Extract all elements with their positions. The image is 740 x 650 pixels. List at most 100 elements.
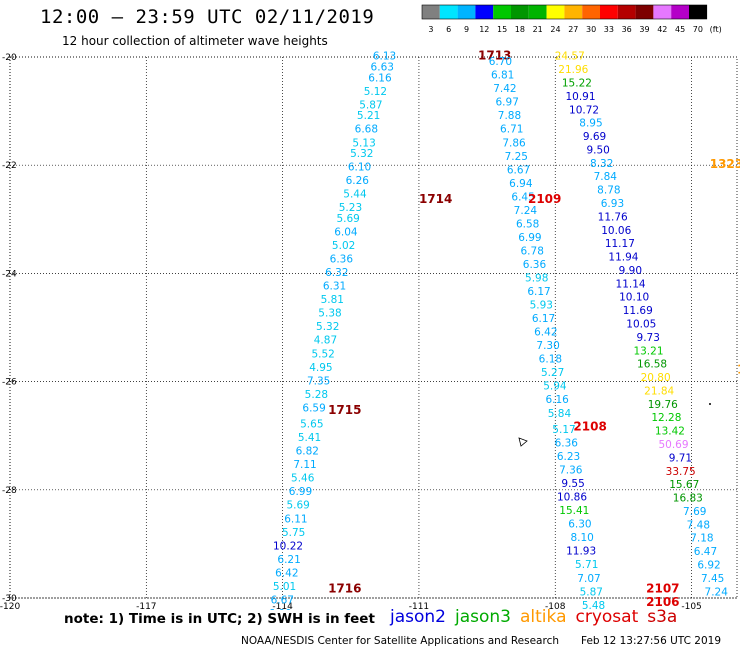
- swh-value: 5.65: [300, 419, 323, 431]
- scale-swatch: [457, 5, 476, 19]
- swh-value: 10.72: [569, 104, 599, 116]
- swh-value: 6.00: [268, 608, 291, 610]
- x-tick-label: -117: [136, 602, 156, 610]
- swh-value: 7.18: [690, 533, 713, 545]
- swh-value: 4.95: [309, 362, 332, 374]
- swh-value: 7.11: [293, 459, 316, 471]
- swh-value: 6.97: [496, 97, 519, 109]
- swh-value: 6.13: [373, 51, 396, 63]
- swh-value: 5.02: [332, 240, 355, 252]
- swh-value: 11.17: [605, 238, 635, 250]
- swh-value: 15.67: [669, 479, 699, 491]
- swh-value: 21.96: [558, 64, 588, 76]
- swh-value: 10.06: [601, 225, 631, 237]
- scale-swatch: [617, 5, 636, 19]
- swh-value: 5.12: [364, 86, 387, 98]
- scale-swatch: [564, 5, 583, 19]
- scale-label: 45: [675, 25, 685, 34]
- swh-value: 10.22: [273, 540, 303, 552]
- swh-value: 12.28: [651, 412, 681, 424]
- scale-swatch: [600, 5, 618, 19]
- scale-swatch: [511, 5, 529, 19]
- swh-value: 21.84: [644, 385, 674, 397]
- swh-value: 9.71: [669, 452, 692, 464]
- swh-value: 19.76: [648, 399, 678, 411]
- track-time-label: 1715: [328, 403, 361, 417]
- swh-value: 6.58: [516, 218, 539, 230]
- swh-value: 5.94: [543, 381, 567, 393]
- swh-value: 11.69: [623, 305, 653, 317]
- scale-label: 30: [586, 25, 596, 34]
- swh-value: 6.36: [523, 259, 547, 271]
- swh-value: 11.14: [616, 278, 646, 290]
- swh-value: 5.81: [321, 294, 344, 306]
- swh-value: 6.92: [697, 560, 720, 572]
- swh-value: 5.13: [352, 137, 375, 149]
- swh-value: 20.80: [641, 372, 671, 384]
- swh-value: 7.69: [683, 506, 706, 518]
- swh-value: 6.16: [545, 394, 569, 406]
- swh-value: 6.11: [284, 513, 307, 525]
- track-time-label: 2107: [646, 582, 679, 596]
- swh-value: 13.42: [655, 426, 685, 438]
- x-tick-label: -111: [409, 602, 429, 610]
- swh-value: 7.36: [559, 465, 583, 477]
- scale-label: 6: [446, 25, 451, 34]
- x-tick-label: -108: [545, 602, 566, 610]
- swh-value: 8.95: [579, 118, 602, 130]
- scale-label: 9: [464, 25, 469, 34]
- swh-value: 16.58: [637, 359, 667, 371]
- swh-value: 5.17: [552, 424, 575, 436]
- swh-value: 5.21: [357, 110, 380, 122]
- scale-label: 42: [657, 25, 667, 34]
- scale-label: 27: [568, 25, 578, 34]
- swh-value: 6.67: [507, 164, 530, 176]
- swh-value: 9.50: [586, 144, 609, 156]
- y-tick-label: -30: [2, 594, 17, 604]
- swh-value: 5.27: [541, 367, 564, 379]
- scale-label: 21: [533, 25, 543, 34]
- swh-value: 5.75: [282, 527, 305, 539]
- swh-value: 15.41: [559, 505, 589, 517]
- swh-value: 6.16: [368, 72, 392, 84]
- satellite-legend-item: s3a: [647, 607, 678, 627]
- swh-value: 6.94: [509, 178, 533, 190]
- swh-value: 6.78: [521, 245, 544, 257]
- swh-value: 6.23: [557, 451, 580, 463]
- swh-value: 6.26: [346, 175, 370, 187]
- swh-value: 6.10: [348, 162, 371, 174]
- swh-value: 6.99: [289, 486, 312, 498]
- swh-value: 5.52: [311, 348, 334, 360]
- scale-label: (ft): [710, 25, 722, 34]
- swh-value: 5.28: [305, 389, 328, 401]
- swh-value: 33.75: [666, 466, 696, 478]
- swh-value: 6.31: [323, 281, 346, 293]
- swh-value: 10.05: [626, 319, 656, 331]
- wave-height-plot: -120 -117 -114 -111 -108 -105 -20 -22 -24 -26 -28 -…: [0, 49, 740, 610]
- scale-swatch: [635, 5, 654, 19]
- satellite-legend-item: cryosat: [575, 607, 639, 627]
- satellite-legend: jason2 jason3 altika cryosat s3a: [390, 607, 686, 627]
- swh-value: 5.44: [343, 189, 367, 201]
- scale-label: 15: [497, 25, 507, 34]
- swh-value: 6.59: [302, 402, 325, 414]
- scale-swatch: [546, 5, 565, 19]
- swh-value: 5.69: [336, 213, 359, 225]
- footer-timestamp: Feb 12 13:27:56 UTC 2019: [581, 635, 721, 647]
- swh-value: 5.93: [530, 300, 553, 312]
- swh-value: 9.73: [637, 332, 660, 344]
- swh-value: 5.71: [575, 559, 598, 571]
- swh-value: 6.32: [325, 267, 348, 279]
- y-tick-label: -26: [2, 378, 17, 388]
- scale-swatch: [475, 5, 494, 19]
- swh-value: 7.45: [701, 573, 724, 585]
- chart-title: 12:00 – 23:59 UTC 02/11/2019: [40, 6, 375, 28]
- swh-value: 7.25: [505, 151, 528, 163]
- swh-value: 6.17: [527, 286, 550, 298]
- swh-value: 4.87: [314, 335, 337, 347]
- swh-value: 16.83: [673, 493, 703, 505]
- scale-label: 3: [428, 25, 433, 34]
- swh-value: 5.48: [582, 600, 605, 610]
- swh-value: 6.82: [296, 446, 319, 458]
- y-tick-label: -24: [2, 269, 17, 279]
